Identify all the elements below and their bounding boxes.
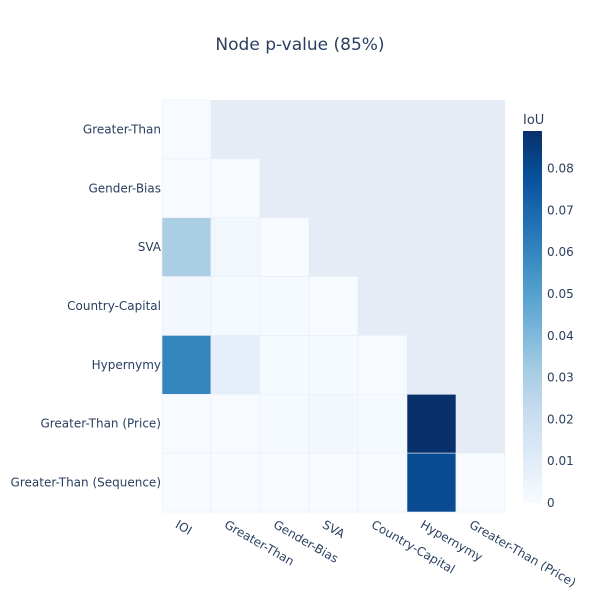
heatmap-cell [210, 452, 261, 513]
heatmap-cell [210, 393, 261, 454]
heatmap-cell [259, 217, 310, 277]
heatmap-cell [161, 393, 212, 454]
heatmap-cell [455, 452, 506, 513]
colorbar-title: IoU [523, 113, 544, 128]
colorbar-tick-label: 0.01 [547, 454, 574, 468]
heatmap-cell [161, 276, 212, 336]
heatmap-cell [406, 452, 457, 513]
colorbar-tick-label: 0.08 [547, 162, 574, 176]
heatmap-cell [406, 393, 457, 454]
heatmap-cell [259, 452, 310, 513]
colorbar-tick-label: 0 [547, 496, 555, 510]
y-tick-label: Greater-Than (Sequence) [11, 476, 161, 490]
heatmap-cell [259, 335, 310, 395]
y-tick-label: SVA [138, 240, 162, 254]
colorbar-tick-label: 0.07 [547, 203, 574, 217]
y-tick-label: Gender-Bias [88, 181, 161, 195]
heatmap-cell [259, 393, 310, 454]
heatmap-cell [210, 217, 261, 277]
chart-title: Node p-value (85%) [215, 35, 384, 55]
heatmap-cell [161, 452, 212, 513]
y-tick-label: Hypernymy [92, 358, 161, 372]
colorbar-tick-label: 0.05 [547, 287, 574, 301]
heatmap-cell [308, 393, 359, 454]
heatmap-cell [308, 276, 359, 336]
heatmap-cell [210, 335, 261, 395]
y-tick-label: Greater-Than (Price) [40, 417, 161, 431]
heatmap-cell [210, 158, 261, 219]
heatmap-cell [161, 99, 212, 160]
heatmap-cell [161, 217, 212, 277]
heatmap-cell [259, 276, 310, 336]
y-axis-ticks: Greater-Than Gender-Bias SVA Country-Capita… [11, 122, 162, 489]
heatmap-cell [210, 276, 261, 336]
heatmap-cell [161, 158, 212, 219]
heatmap-cells [161, 99, 506, 513]
x-tick-label: Country-Capital [369, 517, 457, 576]
colorbar-tick-label: 0.02 [547, 412, 574, 426]
colorbar: IoU 0 0.01 0.02 0.03 0.04 0.05 0.06 0.07 0.08 [523, 113, 574, 510]
heatmap-cell [308, 335, 359, 395]
colorbar-tick-label: 0.04 [547, 329, 574, 343]
heatmap-cell [161, 335, 212, 395]
y-tick-label: Greater-Than [83, 122, 161, 136]
heatmap-cell [357, 393, 408, 454]
colorbar-tick-label: 0.03 [547, 371, 574, 385]
colorbar-ticks: 0 0.01 0.02 0.03 0.04 0.05 0.06 0.07 0.08 [547, 162, 574, 510]
heatmap-cell [357, 335, 408, 395]
heatmap-cell [357, 452, 408, 513]
x-tick-label: SVA [320, 517, 348, 541]
colorbar-gradient [523, 131, 542, 503]
y-tick-label: Country-Capital [67, 299, 161, 313]
colorbar-tick-label: 0.06 [547, 245, 574, 259]
heatmap-cell [308, 452, 359, 513]
x-tick-label: IOI [173, 517, 194, 537]
